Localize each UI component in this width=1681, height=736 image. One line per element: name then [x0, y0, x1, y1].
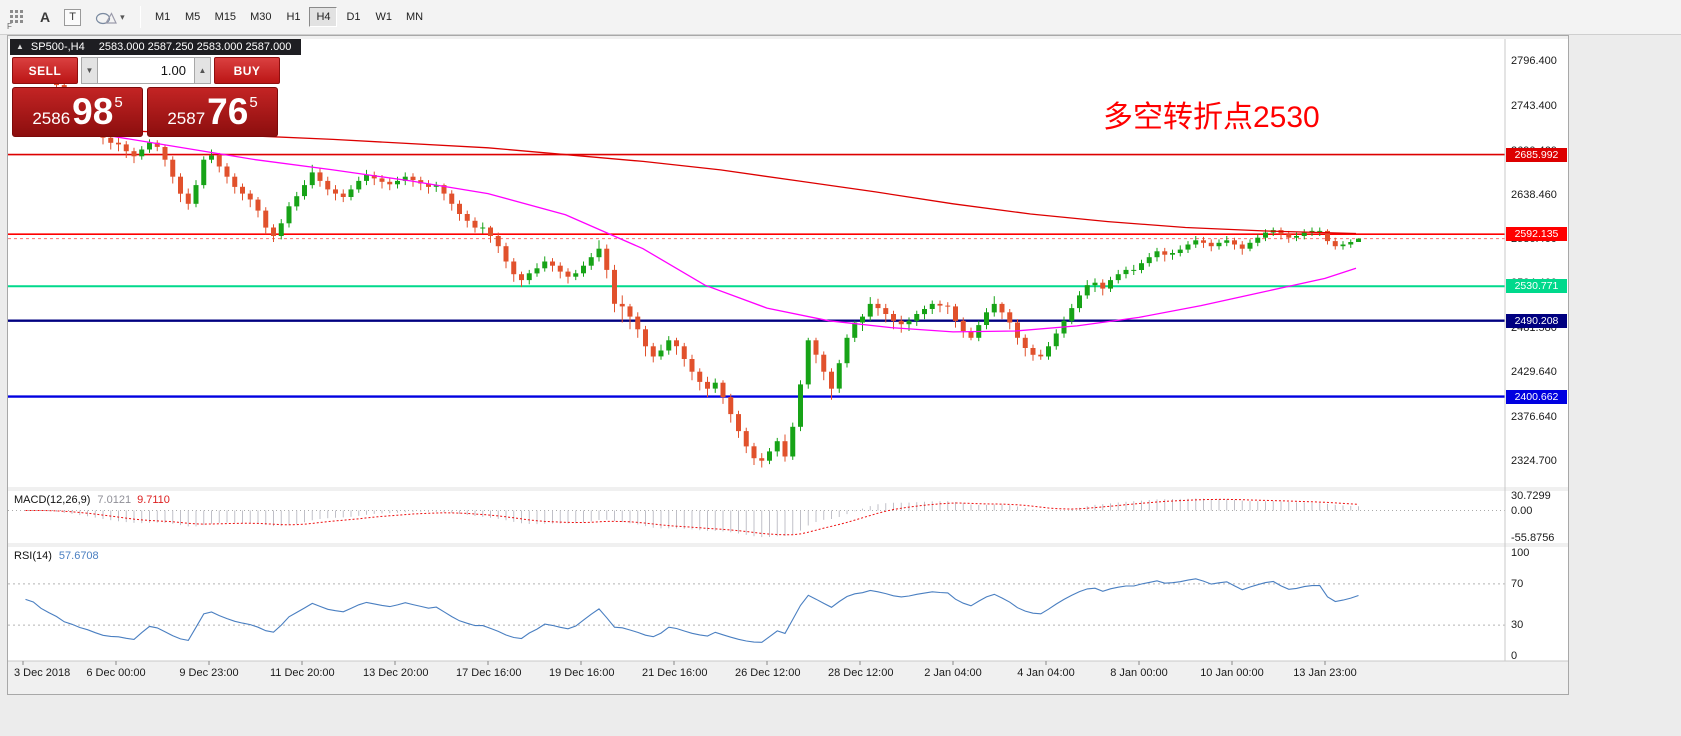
sell-price-sup-digit: 5 — [114, 94, 123, 111]
main-toolbar: F A T ▾ M1 M5 M15 M30 H1 H4 D1 W1 MN — [0, 0, 1681, 35]
rsi-name: RSI(14) — [14, 550, 52, 562]
one-click-collapse-arrow-icon[interactable]: ▲ — [16, 42, 24, 51]
symbol-name: SP500-,H4 — [30, 41, 85, 53]
moving-averages-group — [22, 123, 1357, 333]
macd-indicator-label: MACD(12,26,9) 7.0121 9.7110 — [14, 494, 170, 506]
text-tool-icon: T — [64, 8, 82, 26]
timeframe-buttons: M1 M5 M15 M30 H1 H4 D1 W1 MN — [149, 7, 429, 27]
timeframe-button-mn[interactable]: MN — [405, 11, 424, 23]
grid-pattern-tool[interactable]: F — [6, 4, 29, 31]
text-tool[interactable]: T — [61, 4, 84, 30]
lot-decrease-button[interactable]: ▼ — [81, 57, 98, 84]
buy-button[interactable]: BUY — [214, 57, 280, 84]
trade-buttons-row: SELL ▼ 1.00 ▲ BUY — [12, 57, 280, 84]
timeframe-button-m15[interactable]: M15 — [214, 11, 237, 23]
buy-price-prefix: 2587 — [167, 109, 206, 128]
text-label-tool[interactable]: A — [37, 4, 53, 30]
one-click-trading-panel: SELL ▼ 1.00 ▲ BUY 2586 98 5 2587 76 5 — [12, 57, 280, 137]
timeframe-button-h4[interactable]: H4 — [309, 7, 338, 27]
buy-price-big-digits: 76 — [207, 91, 249, 132]
shapes-dropdown-caret-icon: ▾ — [120, 11, 125, 22]
chart-annotation-text: 多空转折点2530 — [1103, 101, 1320, 134]
chart-window: 2796.400 2743.400 2690.460 2638.460 2586.460… — [7, 35, 1569, 695]
sell-price-display[interactable]: 2586 98 5 — [12, 87, 143, 137]
lot-size-input[interactable]: 1.00 — [98, 57, 194, 84]
f-mark-label: F — [7, 22, 12, 31]
axis-lines-group — [8, 39, 1568, 665]
sell-button[interactable]: SELL — [12, 57, 78, 84]
candles-group — [23, 57, 1361, 468]
timeframe-button-w1[interactable]: W1 — [375, 11, 392, 23]
horizontal-line-objects[interactable] — [8, 153, 1505, 398]
shapes-tool[interactable]: ▾ — [92, 4, 128, 30]
rsi-panel — [8, 547, 1568, 661]
lot-size-control: ▼ 1.00 ▲ — [81, 57, 211, 84]
timeframe-button-m30[interactable]: M30 — [250, 11, 272, 23]
rsi-indicator-label: RSI(14) 57.6708 — [14, 550, 99, 562]
toolbar-separator — [139, 6, 141, 28]
grid-pattern-icon — [10, 9, 23, 23]
timeframe-button-h1[interactable]: H1 — [286, 11, 301, 23]
chart-canvas[interactable] — [8, 36, 1568, 694]
shapes-icon — [96, 11, 118, 24]
trade-prices-row: 2586 98 5 2587 76 5 — [12, 87, 280, 137]
macd-main-value: 7.0121 — [97, 494, 132, 506]
lot-increase-button[interactable]: ▲ — [194, 57, 211, 84]
rsi-group — [8, 578, 1505, 643]
buy-price-display[interactable]: 2587 76 5 — [147, 87, 278, 137]
sell-price-prefix: 2586 — [32, 109, 71, 128]
macd-group — [8, 498, 1505, 538]
sell-price-big-digits: 98 — [72, 91, 114, 132]
timeframe-button-m1[interactable]: M1 — [155, 11, 171, 23]
timeframe-button-m5[interactable]: M5 — [185, 11, 201, 23]
buy-price-sup-digit: 5 — [249, 94, 258, 111]
rsi-value: 57.6708 — [58, 550, 99, 562]
macd-signal-value: 9.7110 — [137, 494, 170, 506]
macd-name: MACD(12,26,9) — [14, 494, 91, 506]
timeframe-button-d1[interactable]: D1 — [346, 11, 361, 23]
text-label-icon: A — [40, 9, 51, 25]
symbol-info-bar: ▲ SP500-,H4 2583.000 2587.250 2583.000 2… — [10, 39, 302, 55]
ohlc-values: 2583.000 2587.250 2583.000 2587.000 — [98, 41, 292, 53]
